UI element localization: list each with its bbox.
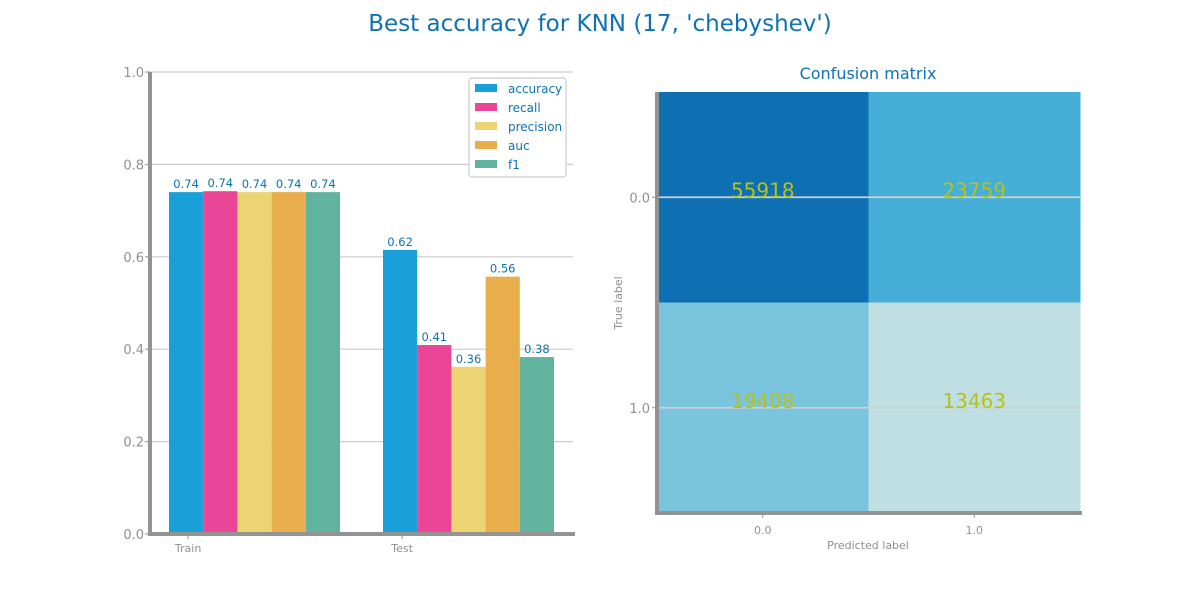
bar-x-tick-label: Train — [174, 542, 201, 555]
bar-chart-axes — [148, 72, 575, 536]
confusion-matrix-title: Confusion matrix — [800, 64, 937, 83]
legend-box — [468, 77, 567, 178]
bar-value-label-precision-train: 0.74 — [242, 177, 268, 191]
cm-cell-value: 19408 — [731, 389, 795, 413]
bar-chart-data-labels: 0.74 0.74 0.74 0.74 0.74 0.62 0.41 0.36 0.56 0.38 — [173, 176, 549, 366]
bar-y-tick-label: 0.4 — [123, 343, 144, 358]
bar-accuracy-test — [383, 249, 418, 534]
bar-value-label-precision-test: 0.36 — [456, 352, 482, 366]
bar-recall-test — [417, 345, 452, 534]
legend-label-accuracy: accuracy — [508, 82, 562, 96]
bar-f1-train — [305, 192, 340, 534]
bar-value-label-accuracy-train: 0.74 — [173, 177, 199, 191]
bar-chart-x-ticks: Train Test — [174, 534, 414, 555]
bar-x-tick-label: Test — [390, 542, 413, 555]
bar-value-label-recall-test: 0.41 — [421, 330, 447, 344]
bar-value-label-auc-test: 0.56 — [490, 262, 516, 276]
legend-swatch-recall — [475, 103, 497, 111]
metrics-bar-chart: 0.00.20.40.60.81.0 0.74 0.74 0.74 0.74 0.740… — [123, 66, 575, 555]
bar-y-tick-label: 0.0 — [123, 528, 144, 543]
bar-value-label-auc-train: 0.74 — [276, 177, 302, 191]
figure-title: Best accuracy for KNN (17, 'chebyshev') — [368, 11, 831, 37]
confusion-matrix-gridlines — [657, 196, 1080, 409]
bar-value-label-f1-train: 0.74 — [310, 177, 336, 191]
cm-cell-value: 13463 — [942, 389, 1006, 413]
confusion-matrix-y-label: True label — [612, 276, 625, 330]
bar-f1-test — [519, 357, 554, 534]
bar-chart-legend: accuracy recall precision auc f1 — [468, 77, 567, 178]
bar-auc-train — [271, 192, 306, 534]
cm-x-tick-label: 1.0 — [966, 524, 984, 537]
bar-y-tick-label: 0.8 — [123, 158, 144, 173]
bar-chart-y-ticks: 0.0 0.2 0.4 0.6 0.8 1.0 — [123, 66, 150, 543]
bar-y-tick-label: 1.0 — [123, 66, 144, 81]
bar-value-label-f1-test: 0.38 — [524, 342, 550, 356]
confusion-matrix-values: 55918 23759 19408 13463 — [731, 178, 1006, 413]
bar-value-label-recall-train: 0.74 — [207, 176, 233, 190]
bar-recall-train — [203, 191, 238, 535]
bar-y-tick-label: 0.2 — [123, 436, 144, 451]
legend-swatch-f1 — [475, 160, 497, 168]
cm-cell-value: 23759 — [942, 178, 1006, 202]
confusion-matrix-cells — [657, 92, 1081, 514]
bar-precision-train — [237, 192, 272, 534]
legend-swatch-accuracy — [475, 84, 497, 92]
confusion-matrix-ticks: 0.0 1.0 0.0 1.0 — [629, 191, 983, 537]
bar-accuracy-train — [169, 192, 204, 534]
legend-label-f1: f1 — [508, 158, 520, 172]
cm-y-tick-label: 1.0 — [629, 402, 650, 417]
cm-cell-value: 55918 — [731, 178, 795, 202]
confusion-matrix-axes — [655, 92, 1082, 515]
bar-chart-bars — [169, 191, 554, 535]
legend-swatch-precision — [475, 122, 497, 130]
bar-precision-test — [451, 366, 486, 534]
legend-label-recall: recall — [508, 101, 541, 115]
cm-x-tick-label: 0.0 — [754, 524, 772, 537]
confusion-matrix-chart: Confusion matrix 55918 23759 19408 13463 0.… — [612, 64, 1082, 552]
legend-label-auc: auc — [508, 139, 530, 153]
legend-label-precision: precision — [508, 120, 562, 134]
bar-value-label-accuracy-test: 0.62 — [387, 235, 413, 249]
bar-y-tick-label: 0.6 — [123, 251, 144, 266]
cm-y-tick-label: 0.0 — [629, 191, 650, 206]
bar-auc-test — [485, 276, 520, 534]
confusion-matrix-x-label: Predicted label — [827, 539, 909, 552]
legend-swatch-auc — [475, 141, 497, 149]
